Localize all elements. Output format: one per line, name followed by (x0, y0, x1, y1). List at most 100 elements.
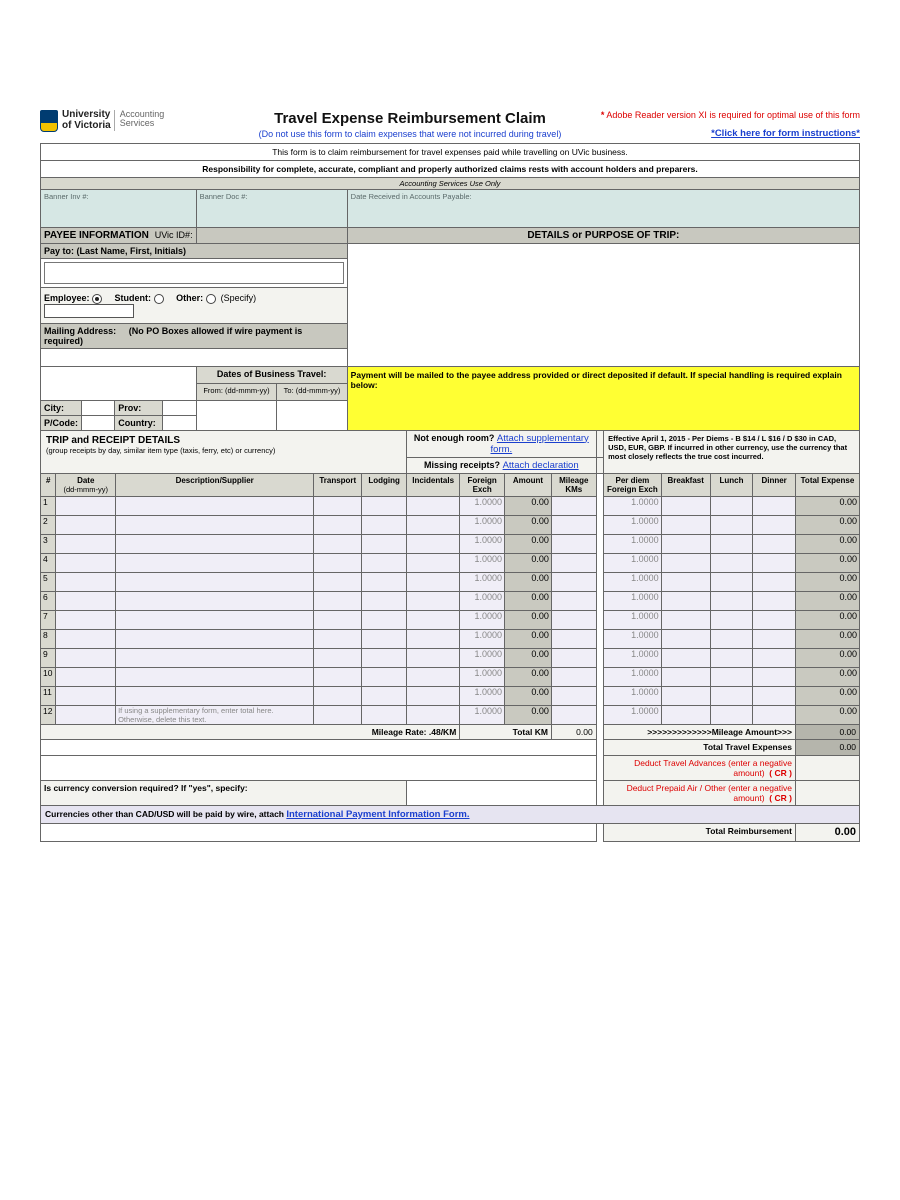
description-input[interactable] (116, 667, 314, 686)
description-input[interactable] (116, 553, 314, 572)
lunch-input[interactable] (710, 572, 753, 591)
dinner-input[interactable] (753, 515, 796, 534)
date-input[interactable] (56, 705, 116, 724)
mileage-km-input[interactable] (551, 705, 596, 724)
mileage-km-input[interactable] (551, 610, 596, 629)
lodging-input[interactable] (362, 534, 407, 553)
fx-value[interactable]: 1.0000 (460, 553, 505, 572)
date-input[interactable] (56, 686, 116, 705)
city-input[interactable] (82, 400, 115, 415)
breakfast-input[interactable] (661, 553, 710, 572)
transport-input[interactable] (314, 591, 362, 610)
incidentals-input[interactable] (407, 686, 460, 705)
prov-input[interactable] (163, 400, 196, 415)
lunch-input[interactable] (710, 591, 753, 610)
dinner-input[interactable] (753, 629, 796, 648)
description-input[interactable] (116, 648, 314, 667)
breakfast-input[interactable] (661, 705, 710, 724)
mileage-km-input[interactable] (551, 686, 596, 705)
perdiem-fx-value[interactable]: 1.0000 (604, 610, 662, 629)
description-input[interactable] (116, 591, 314, 610)
attach-declaration-link[interactable]: Attach declaration (503, 460, 579, 471)
dinner-input[interactable] (753, 648, 796, 667)
perdiem-fx-value[interactable]: 1.0000 (604, 629, 662, 648)
fx-value[interactable]: 1.0000 (460, 629, 505, 648)
fx-value[interactable]: 1.0000 (460, 648, 505, 667)
description-input[interactable] (116, 534, 314, 553)
transport-input[interactable] (314, 553, 362, 572)
date-input[interactable] (56, 515, 116, 534)
date-input[interactable] (56, 591, 116, 610)
incidentals-input[interactable] (407, 496, 460, 515)
perdiem-fx-value[interactable]: 1.0000 (604, 648, 662, 667)
transport-input[interactable] (314, 610, 362, 629)
date-input[interactable] (56, 553, 116, 572)
incidentals-input[interactable] (407, 515, 460, 534)
lodging-input[interactable] (362, 667, 407, 686)
fx-value[interactable]: 1.0000 (460, 705, 505, 724)
date-input[interactable] (56, 610, 116, 629)
breakfast-input[interactable] (661, 534, 710, 553)
date-input[interactable] (56, 534, 116, 553)
payto-input[interactable] (44, 262, 344, 284)
description-input[interactable] (116, 629, 314, 648)
incidentals-input[interactable] (407, 629, 460, 648)
breakfast-input[interactable] (661, 515, 710, 534)
breakfast-input[interactable] (661, 496, 710, 515)
banner-doc-cell[interactable]: Banner Doc #: (196, 190, 347, 228)
wire-link[interactable]: International Payment Information Form. (286, 809, 469, 820)
lodging-input[interactable] (362, 496, 407, 515)
banner-inv-cell[interactable]: Banner Inv #: (41, 190, 197, 228)
instructions-link[interactable]: *Click here for form instructions* (711, 128, 860, 139)
mileage-km-input[interactable] (551, 572, 596, 591)
lunch-input[interactable] (710, 553, 753, 572)
description-input[interactable] (116, 496, 314, 515)
blank-row-1[interactable] (41, 739, 597, 755)
transport-input[interactable] (314, 629, 362, 648)
lunch-input[interactable] (710, 610, 753, 629)
perdiem-fx-value[interactable]: 1.0000 (604, 553, 662, 572)
perdiem-fx-value[interactable]: 1.0000 (604, 572, 662, 591)
dinner-input[interactable] (753, 496, 796, 515)
other-radio[interactable] (206, 294, 216, 304)
mileage-km-input[interactable] (551, 591, 596, 610)
lunch-input[interactable] (710, 534, 753, 553)
date-input[interactable] (56, 572, 116, 591)
date-received-cell[interactable]: Date Received in Accounts Payable: (347, 190, 859, 228)
date-input[interactable] (56, 496, 116, 515)
mileage-km-input[interactable] (551, 496, 596, 515)
lodging-input[interactable] (362, 553, 407, 572)
incidentals-input[interactable] (407, 667, 460, 686)
perdiem-fx-value[interactable]: 1.0000 (604, 496, 662, 515)
transport-input[interactable] (314, 534, 362, 553)
lunch-input[interactable] (710, 686, 753, 705)
incidentals-input[interactable] (407, 534, 460, 553)
incidentals-input[interactable] (407, 591, 460, 610)
perdiem-fx-value[interactable]: 1.0000 (604, 534, 662, 553)
perdiem-fx-value[interactable]: 1.0000 (604, 667, 662, 686)
fx-value[interactable]: 1.0000 (460, 591, 505, 610)
fx-value[interactable]: 1.0000 (460, 686, 505, 705)
fx-value[interactable]: 1.0000 (460, 572, 505, 591)
description-input[interactable] (116, 515, 314, 534)
breakfast-input[interactable] (661, 572, 710, 591)
attach-supplementary-link[interactable]: Attach supplementary form. (491, 433, 589, 455)
incidentals-input[interactable] (407, 572, 460, 591)
date-input[interactable] (56, 648, 116, 667)
currency-specify-input[interactable] (407, 780, 597, 805)
mileage-km-input[interactable] (551, 667, 596, 686)
blank-row-2[interactable] (41, 755, 597, 780)
transport-input[interactable] (314, 515, 362, 534)
mileage-km-input[interactable] (551, 534, 596, 553)
perdiem-fx-value[interactable]: 1.0000 (604, 515, 662, 534)
employee-radio[interactable] (92, 294, 102, 304)
lodging-input[interactable] (362, 515, 407, 534)
dinner-input[interactable] (753, 686, 796, 705)
incidentals-input[interactable] (407, 648, 460, 667)
dinner-input[interactable] (753, 591, 796, 610)
deduct-air-input[interactable] (795, 780, 859, 805)
mailing-address-2[interactable] (41, 366, 197, 400)
description-input[interactable] (116, 572, 314, 591)
date-from-input[interactable] (196, 400, 277, 430)
fx-value[interactable]: 1.0000 (460, 667, 505, 686)
